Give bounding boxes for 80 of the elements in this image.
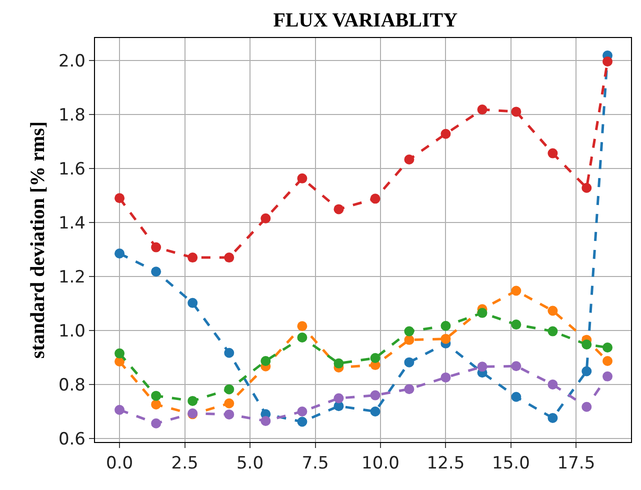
point <box>404 334 414 345</box>
point <box>297 321 308 332</box>
point <box>477 104 488 115</box>
y-tick-label: 1.6 <box>58 159 86 180</box>
point <box>548 148 558 158</box>
y-tick-label: 1.8 <box>58 105 86 126</box>
point <box>440 334 451 344</box>
x-tick-label: 7.5 <box>302 454 329 474</box>
point <box>582 366 592 376</box>
point <box>511 286 522 296</box>
x-tick-label: 5.0 <box>236 454 264 474</box>
chart-title: FLUX VARIABLITY <box>273 9 458 32</box>
point <box>548 306 558 316</box>
point <box>440 372 451 382</box>
point <box>188 298 198 308</box>
point <box>188 252 198 263</box>
point <box>188 396 198 406</box>
x-tick-label: 15.0 <box>492 454 530 474</box>
point <box>477 362 488 372</box>
point <box>297 406 308 416</box>
point <box>548 412 558 423</box>
point <box>582 402 592 412</box>
point <box>260 356 271 366</box>
point <box>114 248 125 258</box>
x-tick-label: 10.0 <box>362 454 400 474</box>
point <box>404 154 414 165</box>
y-tick-label: 0.6 <box>58 429 86 450</box>
point <box>582 340 592 350</box>
point <box>297 332 308 342</box>
point <box>548 379 558 390</box>
y-tick-label: 1.0 <box>58 321 86 342</box>
point <box>114 193 125 204</box>
point <box>404 326 414 336</box>
point <box>370 194 380 204</box>
point <box>114 404 125 415</box>
point <box>151 418 162 428</box>
point <box>224 348 234 358</box>
point <box>224 398 234 408</box>
point <box>602 342 613 352</box>
point <box>224 409 234 420</box>
point <box>334 358 344 368</box>
point <box>224 252 234 263</box>
x-tick-label: 17.5 <box>557 454 596 474</box>
point <box>114 348 125 358</box>
point <box>370 406 380 416</box>
point <box>224 384 234 394</box>
point <box>404 357 414 368</box>
point <box>477 308 488 318</box>
y-tick-label: 1.4 <box>58 213 86 234</box>
point <box>151 390 162 401</box>
y-tick-label: 1.2 <box>58 267 86 288</box>
x-tick-label: 2.5 <box>171 454 198 474</box>
point <box>151 399 162 410</box>
point <box>260 213 271 224</box>
point <box>511 106 522 117</box>
point <box>582 182 592 193</box>
point <box>334 204 344 214</box>
point <box>151 242 162 252</box>
point <box>548 326 558 336</box>
point <box>370 353 380 364</box>
point <box>370 390 380 400</box>
point <box>511 320 522 330</box>
x-tick-label: 12.5 <box>426 454 465 474</box>
point <box>297 416 308 427</box>
point <box>511 361 522 372</box>
y-axis-title: standard deviation [% rms] <box>26 121 49 359</box>
y-tick-label: 0.8 <box>58 375 86 396</box>
point <box>297 173 308 184</box>
point <box>440 128 451 139</box>
point <box>260 416 271 426</box>
point <box>151 266 162 277</box>
x-tick-label: 0.0 <box>106 454 134 474</box>
point <box>334 393 344 404</box>
point <box>602 371 613 382</box>
point <box>511 392 522 402</box>
point <box>440 320 451 331</box>
point <box>404 384 414 394</box>
y-tick-label: 2.0 <box>58 51 86 72</box>
point <box>602 56 613 66</box>
point <box>602 356 613 366</box>
